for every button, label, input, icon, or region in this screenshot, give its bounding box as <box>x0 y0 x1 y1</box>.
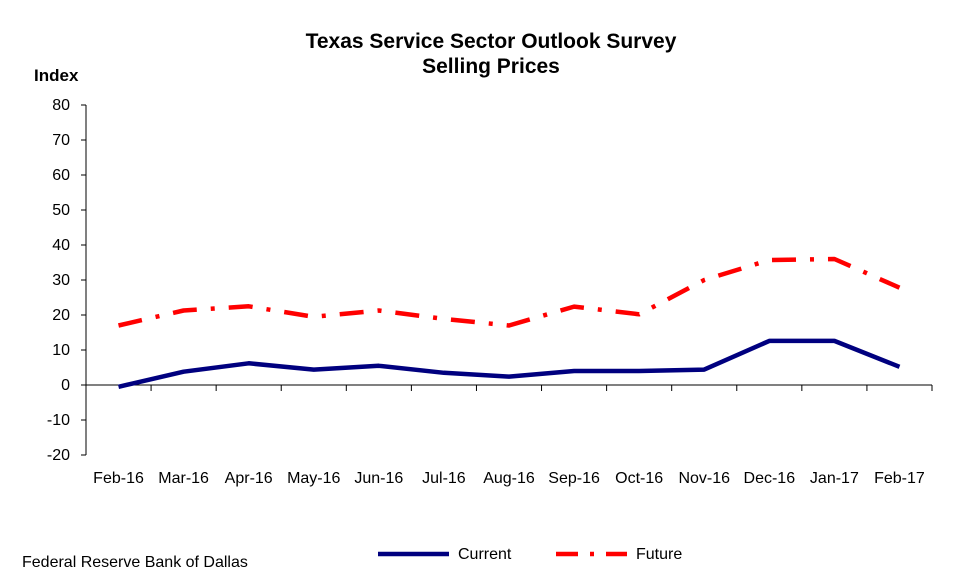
x-tick-label: Feb-17 <box>874 470 925 487</box>
legend-label-current: Current <box>458 546 512 563</box>
y-tick-label: -20 <box>47 447 70 464</box>
x-tick-label: Jan-17 <box>810 470 859 487</box>
y-tick-label: 40 <box>52 237 70 254</box>
y-tick-label: 10 <box>52 342 70 359</box>
y-axis-title: Index <box>34 66 79 85</box>
x-tick-label: Feb-16 <box>93 470 144 487</box>
x-tick-label: Aug-16 <box>483 470 535 487</box>
y-tick-label: 60 <box>52 167 70 184</box>
source-note: Federal Reserve Bank of Dallas <box>22 554 248 571</box>
legend: Current Future <box>378 546 682 563</box>
y-tick-label: 80 <box>52 97 70 114</box>
series-line-future <box>117 256 901 328</box>
x-tick-label: Nov-16 <box>678 470 730 487</box>
y-axis: 80 70 60 50 40 30 20 10 0 -10 -20 <box>47 97 87 464</box>
x-tick-label: May-16 <box>287 470 340 487</box>
chart-title: Texas Service Sector Outlook Survey <box>306 30 677 53</box>
chart-subtitle: Selling Prices <box>422 55 560 78</box>
x-axis: Feb-16 Mar-16 Apr-16 May-16 Jun-16 Jul-16 Aug-… <box>85 384 933 487</box>
x-tick-label: Mar-16 <box>158 470 209 487</box>
x-tick-label: Oct-16 <box>615 470 663 487</box>
x-tick-label: Sep-16 <box>548 470 600 487</box>
y-tick-label: 50 <box>52 202 70 219</box>
legend-label-future: Future <box>636 546 682 563</box>
y-tick-label: -10 <box>47 412 70 429</box>
y-tick-label: 30 <box>52 272 70 289</box>
y-tick-label: 20 <box>52 307 70 324</box>
x-tick-label: Jun-16 <box>354 470 403 487</box>
series-line-current <box>117 338 901 389</box>
y-tick-label: 0 <box>61 377 70 394</box>
plot-area <box>117 256 901 389</box>
x-tick-label: Jul-16 <box>422 470 466 487</box>
x-tick-label: Apr-16 <box>225 470 273 487</box>
x-tick-label: Dec-16 <box>744 470 796 487</box>
y-tick-label: 70 <box>52 132 70 149</box>
